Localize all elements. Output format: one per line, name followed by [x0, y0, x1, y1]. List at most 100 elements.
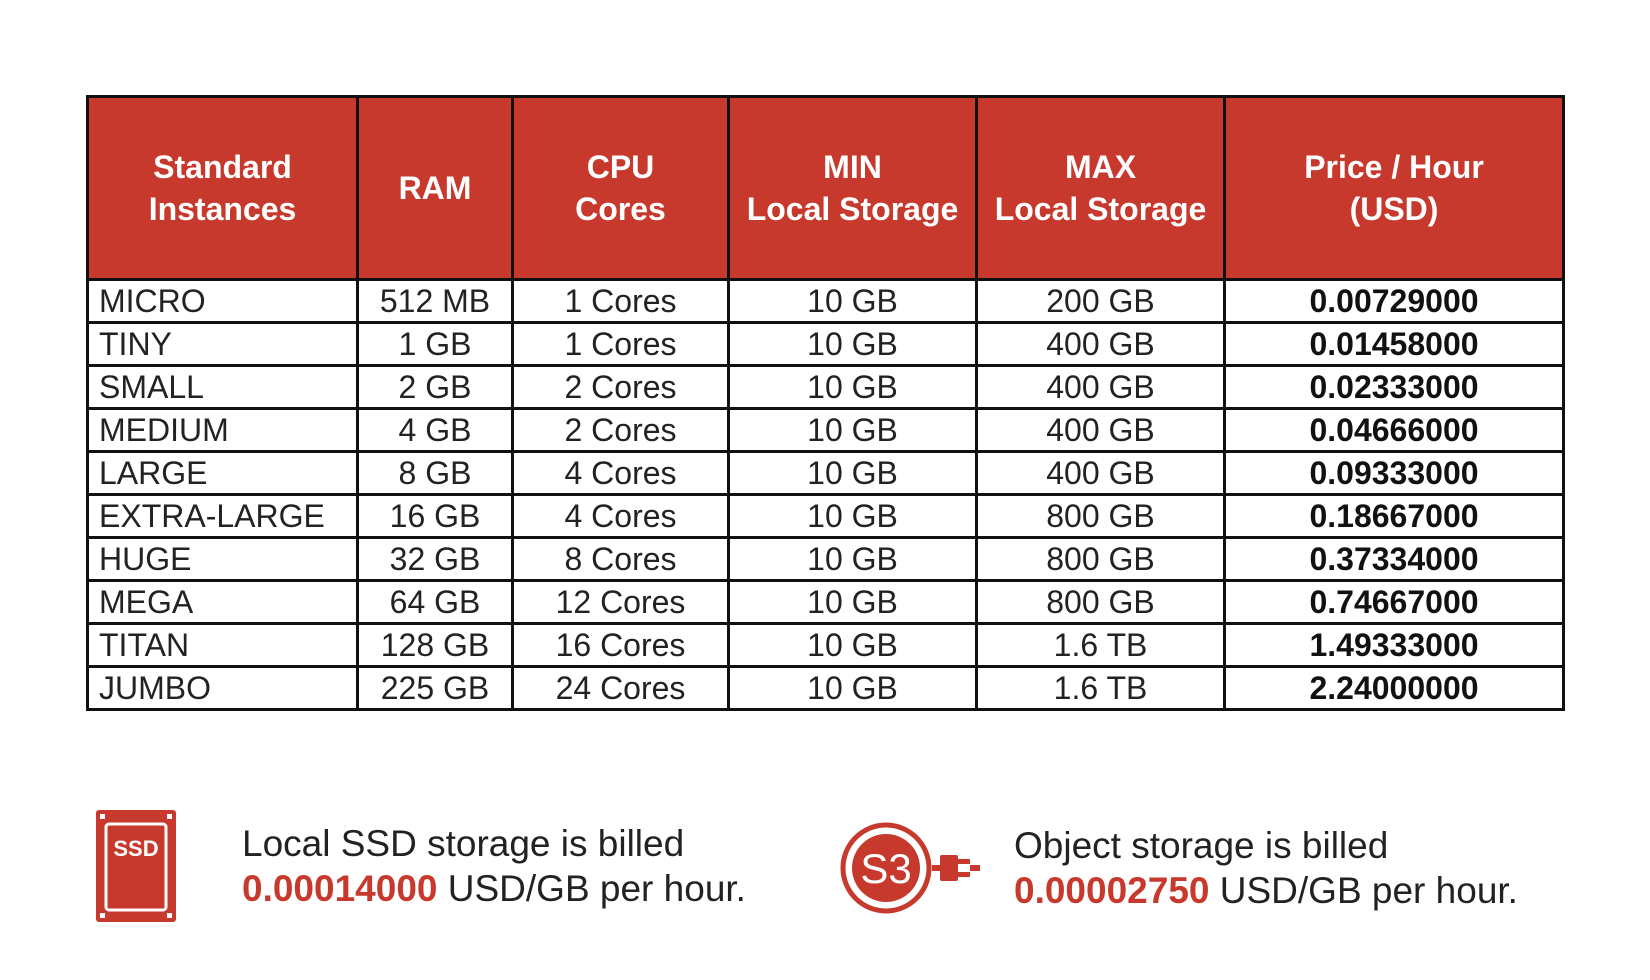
- object-storage-note: S3 Object storage is billed 0.00002750 U…: [840, 822, 1518, 914]
- ssd-storage-note: SSD Local SSD storage is billed 0.000140…: [96, 810, 746, 922]
- header-max-line-1: MAX: [1064, 149, 1137, 185]
- header-min-line-1: MIN: [823, 149, 882, 185]
- instance-name-cell: TINY: [86, 321, 359, 367]
- ssd-note-line-1: Local SSD storage is billed: [242, 823, 685, 864]
- max-storage-cell: 200 GB: [975, 278, 1226, 324]
- ssd-icon-label: SSD: [113, 836, 158, 861]
- ram-cell: 2 GB: [356, 364, 514, 410]
- s3-note-line-1: Object storage is billed: [1014, 825, 1389, 866]
- pricing-table: Standard Instances RAM CPU Cores MIN Loc…: [86, 95, 1565, 711]
- min-storage-cell: 10 GB: [727, 493, 978, 539]
- header-price-hour: Price / Hour (USD): [1223, 95, 1565, 281]
- min-storage-cell: 10 GB: [727, 407, 978, 453]
- instance-name-cell: JUMBO: [86, 665, 359, 711]
- price-cell: 0.74667000: [1223, 579, 1565, 625]
- table-row: SMALL 2 GB 2 Cores 10 GB 400 GB 0.023330…: [86, 364, 1565, 410]
- table-row: LARGE 8 GB 4 Cores 10 GB 400 GB 0.093330…: [86, 450, 1565, 496]
- cpu-cell: 1 Cores: [511, 321, 730, 367]
- max-storage-cell: 400 GB: [975, 321, 1226, 367]
- price-cell: 0.00729000: [1223, 278, 1565, 324]
- header-instances-line-2: Instances: [148, 191, 297, 227]
- s3-price: 0.00002750: [1014, 870, 1210, 911]
- header-max-line-2: Local Storage: [994, 191, 1207, 227]
- ssd-price-suffix: USD/GB per hour.: [437, 868, 746, 909]
- header-instances-line-1: Standard: [153, 149, 292, 185]
- header-cpu-cores: CPU Cores: [511, 95, 730, 281]
- min-storage-cell: 10 GB: [727, 278, 978, 324]
- instance-name-cell: LARGE: [86, 450, 359, 496]
- table-row: JUMBO 225 GB 24 Cores 10 GB 1.6 TB 2.240…: [86, 665, 1565, 711]
- header-price-line-2: (USD): [1349, 191, 1439, 227]
- instance-name-cell: SMALL: [86, 364, 359, 410]
- price-cell: 0.04666000: [1223, 407, 1565, 453]
- ram-cell: 128 GB: [356, 622, 514, 668]
- cpu-cell: 24 Cores: [511, 665, 730, 711]
- table-header-row: Standard Instances RAM CPU Cores MIN Loc…: [86, 95, 1565, 281]
- min-storage-cell: 10 GB: [727, 321, 978, 367]
- ram-cell: 1 GB: [356, 321, 514, 367]
- max-storage-cell: 800 GB: [975, 493, 1226, 539]
- s3-plug-icon: S3: [840, 822, 980, 914]
- instance-name-cell: EXTRA-LARGE: [86, 493, 359, 539]
- instance-name-cell: TITAN: [86, 622, 359, 668]
- cpu-cell: 4 Cores: [511, 493, 730, 539]
- s3-price-suffix: USD/GB per hour.: [1209, 870, 1518, 911]
- price-cell: 1.49333000: [1223, 622, 1565, 668]
- table-row: EXTRA-LARGE 16 GB 4 Cores 10 GB 800 GB 0…: [86, 493, 1565, 539]
- cpu-cell: 2 Cores: [511, 364, 730, 410]
- s3-note-text: Object storage is billed 0.00002750 USD/…: [1014, 823, 1518, 913]
- cpu-cell: 2 Cores: [511, 407, 730, 453]
- price-cell: 0.01458000: [1223, 321, 1565, 367]
- max-storage-cell: 1.6 TB: [975, 665, 1226, 711]
- s3-icon-label: S3: [860, 845, 911, 892]
- table-row: TITAN 128 GB 16 Cores 10 GB 1.6 TB 1.493…: [86, 622, 1565, 668]
- ram-cell: 64 GB: [356, 579, 514, 625]
- ssd-price: 0.00014000: [242, 868, 438, 909]
- ssd-note-line-2: 0.00014000 USD/GB per hour.: [242, 866, 746, 911]
- table-row: TINY 1 GB 1 Cores 10 GB 400 GB 0.0145800…: [86, 321, 1565, 367]
- ram-cell: 16 GB: [356, 493, 514, 539]
- max-storage-cell: 400 GB: [975, 407, 1226, 453]
- header-ram: RAM: [356, 95, 514, 281]
- min-storage-cell: 10 GB: [727, 579, 978, 625]
- price-cell: 0.02333000: [1223, 364, 1565, 410]
- table-row: MEDIUM 4 GB 2 Cores 10 GB 400 GB 0.04666…: [86, 407, 1565, 453]
- cpu-cell: 4 Cores: [511, 450, 730, 496]
- price-cell: 0.18667000: [1223, 493, 1565, 539]
- ram-cell: 4 GB: [356, 407, 514, 453]
- ram-cell: 225 GB: [356, 665, 514, 711]
- min-storage-cell: 10 GB: [727, 364, 978, 410]
- ram-cell: 512 MB: [356, 278, 514, 324]
- max-storage-cell: 800 GB: [975, 536, 1226, 582]
- max-storage-cell: 400 GB: [975, 450, 1226, 496]
- min-storage-cell: 10 GB: [727, 622, 978, 668]
- price-cell: 0.09333000: [1223, 450, 1565, 496]
- cpu-cell: 8 Cores: [511, 536, 730, 582]
- ram-cell: 32 GB: [356, 536, 514, 582]
- header-min-line-2: Local Storage: [746, 191, 959, 227]
- price-cell: 2.24000000: [1223, 665, 1565, 711]
- max-storage-cell: 800 GB: [975, 579, 1226, 625]
- header-price-line-1: Price / Hour: [1304, 149, 1484, 185]
- ssd-drive-icon: SSD: [96, 810, 176, 922]
- min-storage-cell: 10 GB: [727, 450, 978, 496]
- cpu-cell: 12 Cores: [511, 579, 730, 625]
- instance-name-cell: MEGA: [86, 579, 359, 625]
- instance-name-cell: HUGE: [86, 536, 359, 582]
- header-cpu-line-1: CPU: [586, 149, 655, 185]
- s3-note-line-2: 0.00002750 USD/GB per hour.: [1014, 868, 1518, 913]
- cpu-cell: 16 Cores: [511, 622, 730, 668]
- header-cpu-line-2: Cores: [575, 191, 666, 227]
- header-ram-line-1: RAM: [398, 170, 472, 206]
- header-max-storage: MAX Local Storage: [975, 95, 1226, 281]
- min-storage-cell: 10 GB: [727, 665, 978, 711]
- min-storage-cell: 10 GB: [727, 536, 978, 582]
- cpu-cell: 1 Cores: [511, 278, 730, 324]
- header-instances: Standard Instances: [86, 95, 359, 281]
- table-row: MICRO 512 MB 1 Cores 10 GB 200 GB 0.0072…: [86, 278, 1565, 324]
- max-storage-cell: 1.6 TB: [975, 622, 1226, 668]
- ssd-note-text: Local SSD storage is billed 0.00014000 U…: [242, 821, 746, 911]
- table-row: HUGE 32 GB 8 Cores 10 GB 800 GB 0.373340…: [86, 536, 1565, 582]
- instance-name-cell: MEDIUM: [86, 407, 359, 453]
- instance-name-cell: MICRO: [86, 278, 359, 324]
